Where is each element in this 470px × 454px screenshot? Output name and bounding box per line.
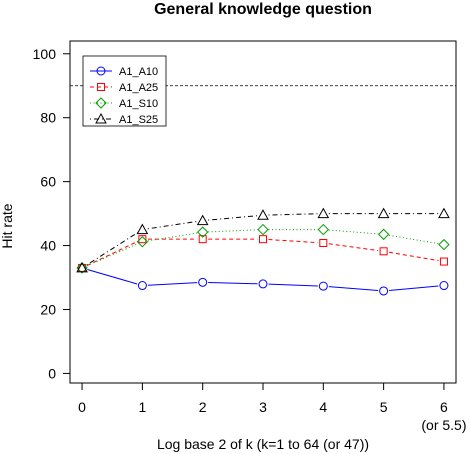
A1_A10-point-5 [379, 286, 389, 296]
A1_A25-point-6 [439, 257, 448, 266]
A1_S25-segment-0 [86, 232, 139, 266]
A1_A25-point-2 [198, 235, 207, 244]
A1_S25-segment-2 [208, 215, 258, 221]
A1_A10-segment-5 [389, 285, 439, 291]
A1_A10-point-3 [258, 279, 268, 289]
A1_S25-point-1 [136, 223, 149, 235]
A1_S10-segment-0 [86, 243, 138, 267]
A1_A25-segment-4 [328, 243, 379, 252]
A1_S10-point-1 [136, 236, 149, 248]
x-tick-label-6: 6 [440, 399, 448, 415]
A1_S25-point-3 [257, 209, 269, 220]
x-tick-label-3: 3 [259, 399, 267, 415]
A1_S10-segment-2 [208, 229, 258, 233]
A1_A10-segment-3 [268, 283, 318, 287]
x-tick-sublabel: (or 5.5) [421, 417, 466, 433]
y-tick-label-1: 20 [40, 301, 56, 317]
A1_S25-point-2 [196, 214, 209, 226]
legend-marker-A1_A10 [96, 66, 106, 76]
A1_S10-point-4 [317, 223, 330, 236]
x-axis-label: Log base 2 of k (k=1 to 64 (or 47)) [157, 436, 369, 452]
A1_A10-point-4 [318, 281, 328, 291]
A1_A10-point-1 [137, 281, 147, 291]
x-tick-label-1: 1 [138, 399, 146, 415]
A1_S10-point-2 [196, 226, 209, 238]
y-tick-label-2: 40 [40, 238, 56, 254]
legend: A1_A10 A1_A25 A1_S10 A1_S25 [82, 55, 167, 127]
legend-label-A1_A25: A1_A25 [119, 82, 158, 94]
chart-title: General knowledge question [154, 1, 372, 18]
x-tick-label-5: 5 [380, 399, 388, 415]
legend-marker-A1_S25 [95, 112, 107, 124]
legend-marker-A1_A25 [97, 83, 105, 91]
series-A1_S25 [76, 207, 450, 273]
y-tick-label-0: 0 [48, 365, 56, 381]
x-tick-label-0: 0 [78, 399, 86, 415]
A1_S10-point-0 [76, 262, 88, 274]
A1_A10-segment-1 [147, 282, 198, 286]
A1_S10-segment-5 [388, 234, 439, 245]
legend-label-A1_S25: A1_S25 [119, 114, 158, 126]
y-tick-label-3: 60 [40, 174, 56, 190]
A1_A25-segment-0 [86, 241, 138, 267]
y-tick-label-5: 100 [33, 46, 57, 62]
A1_S25-point-0 [76, 261, 88, 273]
A1_A25-point-1 [138, 235, 147, 244]
series-layer [76, 207, 450, 296]
A1_A10-point-2 [198, 277, 208, 287]
series-A1_A10 [77, 263, 449, 296]
y-tick-label-4: 80 [40, 110, 56, 126]
A1_S10-point-6 [438, 238, 450, 251]
A1_A25-point-3 [259, 235, 267, 244]
A1_S10-point-3 [257, 223, 269, 236]
series-A1_A25 [78, 235, 448, 272]
A1_A10-segment-4 [328, 286, 379, 292]
A1_S25-segment-1 [147, 220, 198, 230]
A1_S10-segment-4 [328, 229, 379, 235]
x-tick-label-2: 2 [199, 399, 207, 415]
A1_A25-segment-5 [388, 251, 439, 262]
legend-label-A1_S10: A1_S10 [119, 98, 158, 110]
legend-box [82, 55, 167, 127]
A1_S10-point-5 [377, 228, 390, 241]
A1_A25-point-4 [319, 239, 328, 248]
A1_A25-point-5 [379, 247, 388, 256]
A1_A25-segment-3 [268, 239, 318, 244]
series-A1_S10 [76, 223, 450, 274]
A1_S25-point-5 [377, 207, 390, 219]
A1_A10-point-6 [439, 281, 449, 291]
A1_S25-segment-3 [268, 213, 318, 216]
A1_A10-segment-0 [87, 268, 138, 285]
legend-marker-A1_S10 [95, 97, 107, 109]
x-tick-label-4: 4 [319, 399, 327, 415]
y-axis-label: Hit rate [0, 203, 15, 248]
A1_A10-segment-2 [208, 281, 258, 285]
legend-label-A1_A10: A1_A10 [119, 66, 158, 78]
A1_S25-point-6 [438, 207, 450, 219]
A1_S25-point-4 [317, 207, 330, 219]
A1_S10-segment-1 [147, 232, 198, 242]
axes: 0 1 2 3 4 5 6 (or 5.5) 0 20 40 60 80 100 [33, 46, 467, 433]
